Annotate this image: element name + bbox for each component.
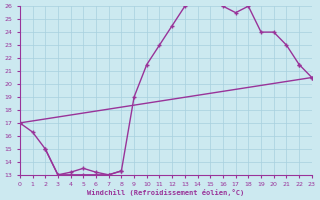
X-axis label: Windchill (Refroidissement éolien,°C): Windchill (Refroidissement éolien,°C) [87,189,244,196]
